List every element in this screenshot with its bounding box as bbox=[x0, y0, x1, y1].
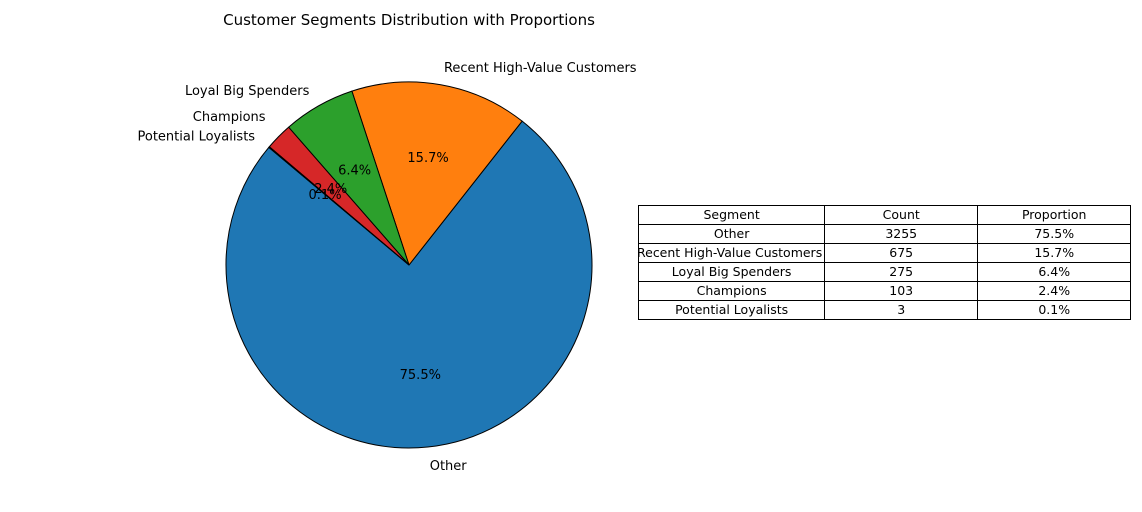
pie-slice bbox=[268, 146, 410, 266]
pie-slice bbox=[225, 120, 593, 449]
slice-category-label: Champions bbox=[193, 110, 266, 125]
slice-category-label: Recent High-Value Customers bbox=[444, 61, 637, 76]
table-row: Recent High-Value Customers 675 15.7% bbox=[637, 243, 1132, 263]
table-cell-count: 275 bbox=[824, 262, 979, 282]
table-cell-count: 675 bbox=[824, 243, 979, 263]
slice-pct-label: 75.5% bbox=[400, 368, 441, 383]
table-header-row: Segment Count Proportion bbox=[637, 205, 1132, 225]
table-cell-segment-text: Champions bbox=[696, 283, 767, 298]
table-cell-segment: Potential Loyalists bbox=[637, 300, 826, 320]
table-header-proportion: Proportion bbox=[977, 205, 1132, 225]
table-header-count: Count bbox=[824, 205, 979, 225]
table-row: Potential Loyalists 3 0.1% bbox=[637, 300, 1132, 320]
segments-table: Segment Count Proportion Other 3255 75.5… bbox=[637, 205, 1132, 320]
table-row: Champions 103 2.4% bbox=[637, 281, 1132, 301]
slice-pct-label: 6.4% bbox=[338, 164, 371, 179]
slice-pct-label: 0.1% bbox=[309, 188, 342, 203]
table-cell-proportion: 15.7% bbox=[977, 243, 1132, 263]
slice-pct-label: 2.4% bbox=[314, 182, 347, 197]
table-cell-segment-text: Recent High-Value Customers bbox=[638, 245, 823, 260]
slice-category-label: Potential Loyalists bbox=[138, 129, 256, 144]
chart-title: Customer Segments Distribution with Prop… bbox=[223, 11, 595, 29]
table-cell-segment-text: Other bbox=[713, 226, 750, 241]
slice-category-label: Loyal Big Spenders bbox=[185, 84, 310, 99]
table-cell-proportion: 0.1% bbox=[977, 300, 1132, 320]
table-cell-count: 3255 bbox=[824, 224, 979, 244]
table-cell-segment: Other bbox=[637, 224, 826, 244]
table-row: Other 3255 75.5% bbox=[637, 224, 1132, 244]
table-cell-proportion: 2.4% bbox=[977, 281, 1132, 301]
table-cell-segment: Champions bbox=[637, 281, 826, 301]
table-row: Loyal Big Spenders 275 6.4% bbox=[637, 262, 1132, 282]
slice-category-label: Other bbox=[430, 459, 468, 474]
table-cell-count: 103 bbox=[824, 281, 979, 301]
table-cell-segment-text: Potential Loyalists bbox=[675, 302, 789, 317]
table-cell-segment: Recent High-Value Customers bbox=[637, 243, 826, 263]
table-header-segment: Segment bbox=[637, 205, 826, 225]
table-cell-segment-text: Loyal Big Spenders bbox=[671, 264, 792, 279]
table-cell-count: 3 bbox=[824, 300, 979, 320]
table-cell-segment: Loyal Big Spenders bbox=[637, 262, 826, 282]
table-cell-proportion: 75.5% bbox=[977, 224, 1132, 244]
slice-pct-label: 15.7% bbox=[407, 151, 448, 166]
table-cell-proportion: 6.4% bbox=[977, 262, 1132, 282]
